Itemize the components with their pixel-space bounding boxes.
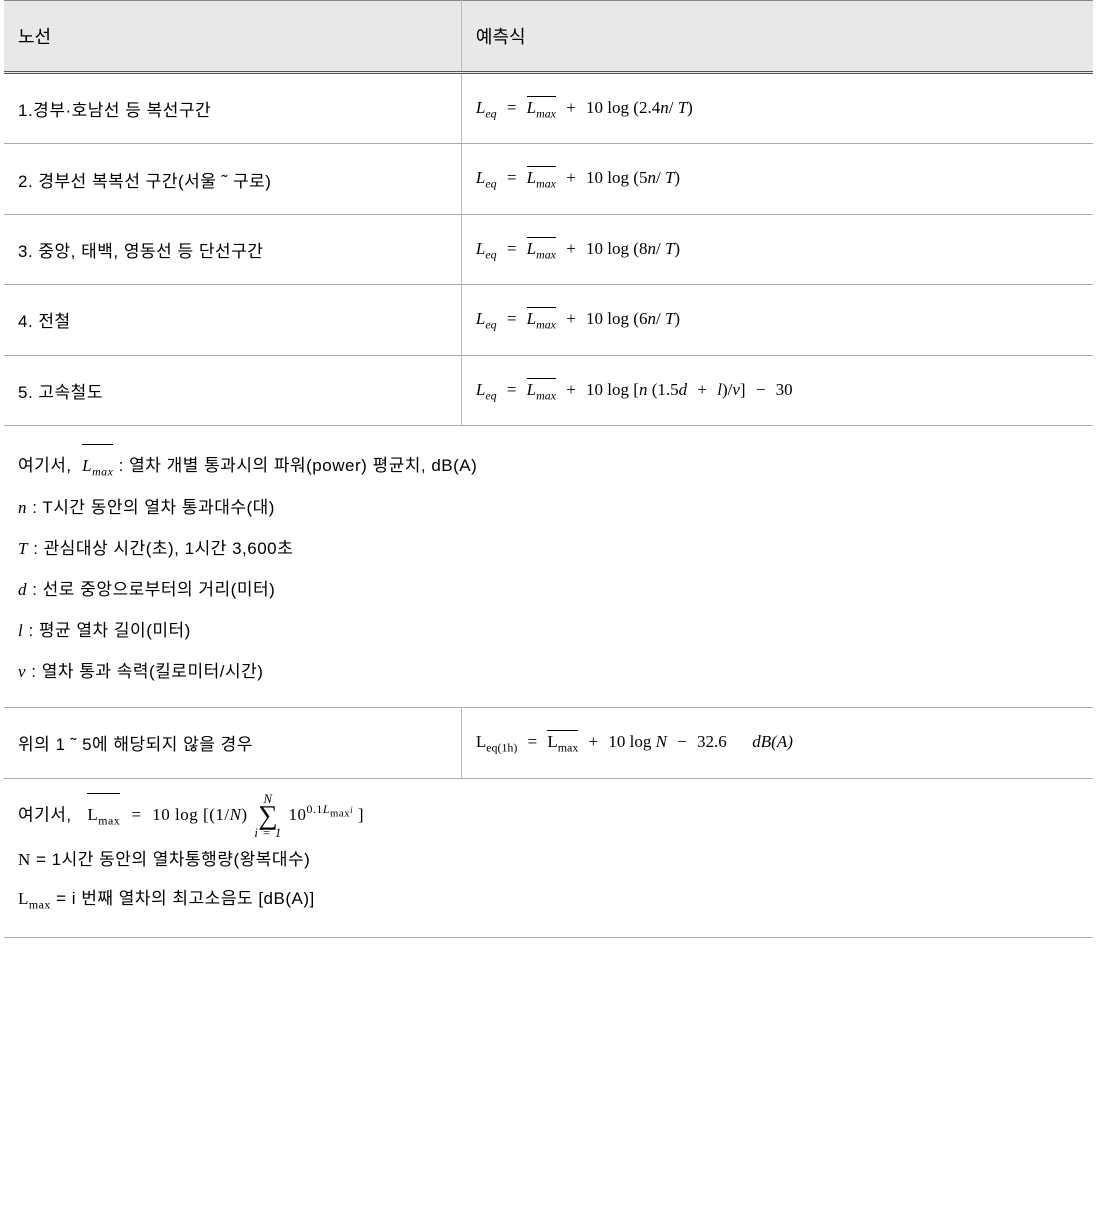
var-T: T (18, 539, 28, 558)
formula-table-2: 위의 1 ˜ 5에 해당되지 않을 경우 Leq(1h) = Lmax + 10… (4, 707, 1093, 778)
formula-table: 노선 예측식 1.경부·호남선 등 복선구간Leq = Lmax + 10 lo… (4, 0, 1093, 426)
l-desc: 평균 열차 길이(미터) (39, 621, 191, 640)
d-desc: 선로 중앙으로부터의 거리(미터) (43, 580, 276, 599)
lmax-desc: : 열차 개별 통과시의 파워(power) 평균치, dB(A) (119, 456, 478, 475)
T-desc: 관심대상 시간(초), 1시간 3,600초 (44, 539, 294, 558)
n-desc: T시간 동안의 열차 통과대수(대) (42, 498, 275, 517)
row-formula: Leq = Lmax + 10 log [n (1.5d + l)/v] − 3… (461, 355, 1093, 425)
table-row: 위의 1 ˜ 5에 해당되지 않을 경우 Leq(1h) = Lmax + 10… (4, 708, 1093, 778)
notes-block-1: 여기서, Lmax : 열차 개별 통과시의 파워(power) 평균치, dB… (4, 426, 1093, 701)
v-desc: 열차 통과 속력(킬로미터/시간) (42, 662, 264, 681)
notes-lead: 여기서, (18, 456, 72, 475)
table-row: 2. 경부선 복복선 구간(서울 ˜ 구로)Leq = Lmax + 10 lo… (4, 144, 1093, 214)
row-label: 5. 고속철도 (4, 355, 461, 425)
row2-formula: Leq(1h) = Lmax + 10 log N − 32.6 dB(A) (461, 708, 1093, 778)
row-label: 1.경부·호남선 등 복선구간 (4, 73, 461, 144)
row-formula: Leq = Lmax + 10 log (6n/ T) (461, 285, 1093, 355)
row2-label: 위의 1 ˜ 5에 해당되지 않을 경우 (4, 708, 461, 778)
var-n: n (18, 498, 27, 517)
N-desc: 1시간 동안의 열차통행량(왕복대수) (52, 850, 311, 869)
table-row: 3. 중앙, 태백, 영동선 등 단선구간Leq = Lmax + 10 log… (4, 214, 1093, 284)
notes2-lead: 여기서, (18, 805, 72, 824)
row-formula: Leq = Lmax + 10 log (5n/ T) (461, 144, 1093, 214)
summation-symbol: N ∑ i = 1 (254, 793, 281, 840)
col-header-formula: 예측식 (461, 1, 1093, 73)
var-N: N (18, 850, 31, 869)
Lmaxi-desc: i 번째 열차의 최고소음도 [dB(A)] (72, 889, 315, 908)
lmax-symbol-2: Lmax (87, 793, 120, 835)
lmax-symbol: Lmax (82, 444, 113, 486)
row-formula: Leq = Lmax + 10 log (2.4n/ T) (461, 73, 1093, 144)
notes-block-2: 여기서, Lmax = 10 log [(1/N) N ∑ i = 1 100.… (4, 779, 1093, 938)
var-v: v (18, 662, 26, 681)
table-row: 4. 전철Leq = Lmax + 10 log (6n/ T) (4, 285, 1093, 355)
row-label: 2. 경부선 복복선 구간(서울 ˜ 구로) (4, 144, 461, 214)
row-label: 3. 중앙, 태백, 영동선 등 단선구간 (4, 214, 461, 284)
table-row: 1.경부·호남선 등 복선구간Leq = Lmax + 10 log (2.4n… (4, 73, 1093, 144)
row-formula: Leq = Lmax + 10 log (8n/ T) (461, 214, 1093, 284)
var-l: l (18, 621, 23, 640)
row-label: 4. 전철 (4, 285, 461, 355)
table-row: 5. 고속철도Leq = Lmax + 10 log [n (1.5d + l)… (4, 355, 1093, 425)
var-d: d (18, 580, 27, 599)
col-header-route: 노선 (4, 1, 461, 73)
var-Lmax: Lmax (18, 889, 51, 908)
